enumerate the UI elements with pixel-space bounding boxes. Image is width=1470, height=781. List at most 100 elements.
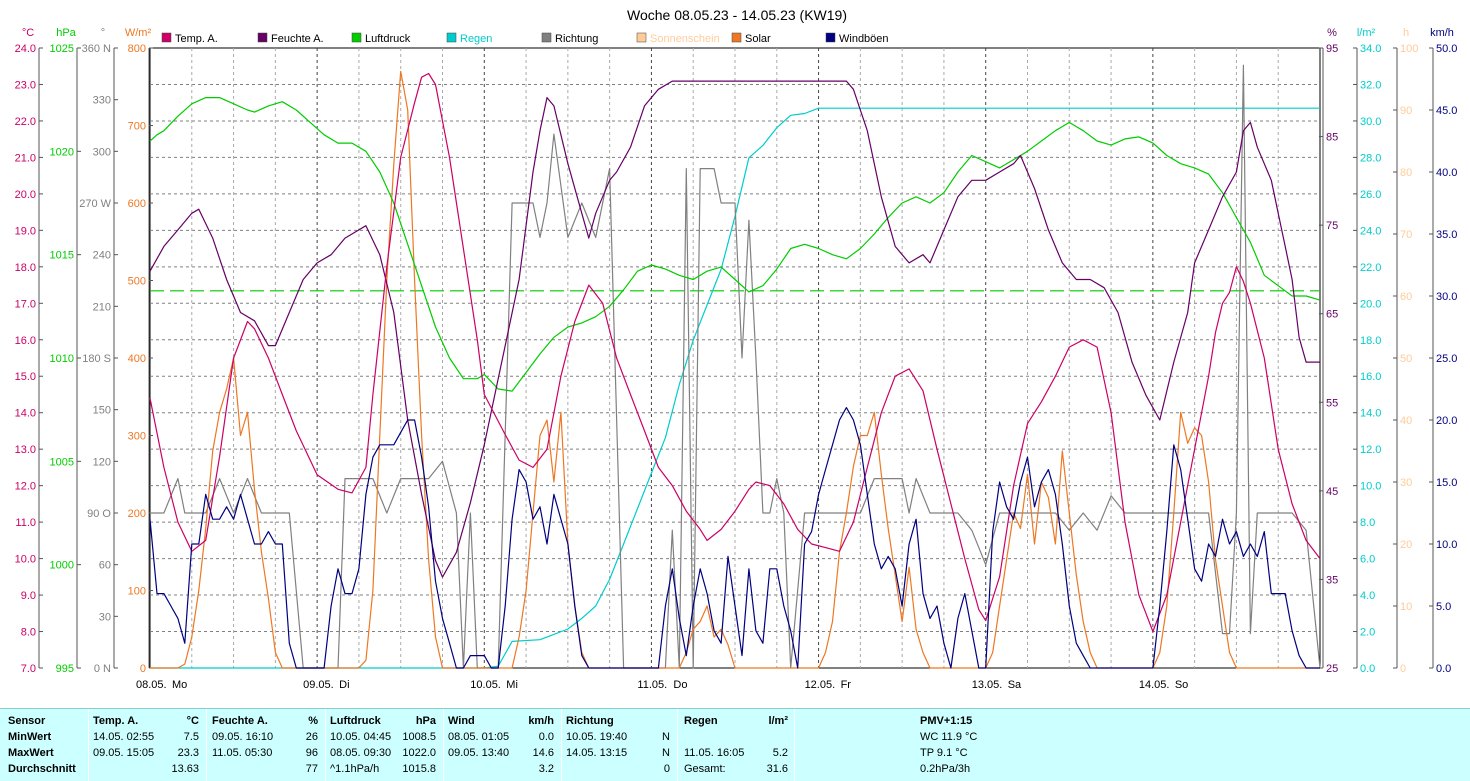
solar-tick-label: 700 <box>128 121 146 133</box>
temp-tick-label: 24.0 <box>15 43 36 55</box>
direction-unit-label: ° <box>101 27 105 39</box>
direction-tick-label: 30 <box>99 611 111 623</box>
hum-avg-value: 77 <box>305 763 318 775</box>
legend-item: Temp. A. <box>161 32 218 45</box>
humidity-tick-label: 65 <box>1326 309 1338 321</box>
wind-avg-value: 3.2 <box>538 763 554 775</box>
x-tick-day: Mo <box>172 679 187 691</box>
x-tick-date: 08.05. <box>136 679 167 691</box>
legend-label: Windböen <box>839 33 889 45</box>
legend-swatch <box>731 32 742 43</box>
x-tick-date: 11.05. <box>637 679 667 691</box>
solar-tick-label: 0 <box>140 663 146 675</box>
direction-tick-label: 210 <box>93 301 111 313</box>
sunshine-tick-label: 30 <box>1400 477 1412 489</box>
legend-label: Luftdruck <box>365 33 411 45</box>
wind-tick-label: 45.0 <box>1436 105 1457 117</box>
legend-label: Sonnenschein <box>650 33 720 45</box>
temp-max-time: 09.05. 15:05 <box>93 747 155 759</box>
grid <box>149 47 1321 669</box>
solar-tick-label: 600 <box>128 198 146 210</box>
col-sensor: Sensor MinWert MaxWert Durchschnitt <box>8 709 88 781</box>
rain-tick-label: 4.0 <box>1360 590 1375 602</box>
x-tick: 12.05. Fr <box>805 679 852 691</box>
wind-tick-label: 5.0 <box>1436 601 1451 613</box>
rain-series-line <box>150 107 1320 669</box>
wind-tick-label: 20.0 <box>1436 415 1457 427</box>
press-max-value: 1022.0 <box>402 747 436 759</box>
wind-tick-label: 15.0 <box>1436 477 1457 489</box>
humidity-tick-label: 25 <box>1326 663 1338 675</box>
header-hum: Feuchte A. <box>212 715 268 727</box>
temp-max-value: 23.3 <box>177 747 199 759</box>
humidity-tick-label: 55 <box>1326 397 1338 409</box>
header-wind-unit: km/h <box>528 715 554 727</box>
x-tick: 09.05. Di <box>303 679 349 691</box>
pressure-tick-label: 1000 <box>50 560 74 572</box>
hum-min-value: 26 <box>305 731 318 743</box>
solar-tick-label: 300 <box>128 431 146 443</box>
col-rain: Regen l/m² 11.05. 16:05 5.2 Gesamt: 31.6 <box>684 709 790 781</box>
direction-tick-label: 60 <box>99 560 111 572</box>
rain-tick-label: 8.0 <box>1360 517 1375 529</box>
direction-tick-label: 90 O <box>87 508 111 520</box>
humidity-tick-label: 45 <box>1326 486 1338 498</box>
x-tick-day: So <box>1175 679 1188 691</box>
col-wind: Wind km/h 08.05. 01:05 0.0 09.05. 13:40 14.… <box>448 709 558 781</box>
wind-min-value: 0.0 <box>538 731 554 743</box>
direction-tick-label: 240 <box>93 250 111 262</box>
rain-tick-label: 6.0 <box>1360 554 1375 566</box>
header-pmv: PMV+1:15 <box>920 715 973 727</box>
direction-tick-label: 120 <box>93 456 111 468</box>
legend-swatch <box>541 32 552 43</box>
solar-tick-label: 500 <box>128 276 146 288</box>
sunshine-tick-label: 50 <box>1400 353 1412 365</box>
legend-item: Feuchte A. <box>257 32 324 45</box>
header-hum-unit: % <box>308 715 318 727</box>
row-label-min: MinWert <box>8 731 52 743</box>
wind-tick-label: 30.0 <box>1436 291 1457 303</box>
temp-tick-label: 22.0 <box>15 116 36 128</box>
pressure-series-line <box>149 96 1321 392</box>
legend-label: Temp. A. <box>175 33 218 45</box>
x-tick: 13.05. Sa <box>972 679 1022 691</box>
legend-swatch <box>351 32 362 43</box>
pressure-tick-label: 995 <box>56 663 74 675</box>
summary-panel: Sensor MinWert MaxWert Durchschnitt Temp… <box>0 708 1470 781</box>
series-group <box>149 64 1321 669</box>
direction-tick-label: 0 N <box>94 663 111 675</box>
legend-swatch <box>257 32 268 43</box>
pressure-tick-label: 1025 <box>50 43 74 55</box>
hum-max-value: 96 <box>305 747 318 759</box>
direction-tick-label: 180 S <box>82 353 111 365</box>
header-press-unit: hPa <box>415 715 436 727</box>
rain-max-time: 11.05. 16:05 <box>684 747 745 759</box>
rain-tick-label: 28.0 <box>1360 152 1381 164</box>
legend-label: Richtung <box>555 33 598 45</box>
legend-item: Sonnenschein <box>636 32 720 45</box>
pressure-unit-label: hPa <box>56 27 76 39</box>
temp-tick-label: 13.0 <box>15 444 36 456</box>
temp-tick-label: 9.0 <box>21 590 36 602</box>
sunshine-tick-label: 80 <box>1400 167 1412 179</box>
col-pressure: Luftdruck hPa 10.05. 04:45 1008.5 08.05. 0… <box>330 709 440 781</box>
dir-max-time: 14.05. 13:15 <box>566 747 628 759</box>
solar-tick-label: 800 <box>128 43 146 55</box>
rain-tick-label: 26.0 <box>1360 189 1381 201</box>
legend-item: Richtung <box>541 32 598 45</box>
wind-max-value: 14.6 <box>532 747 554 759</box>
rain-tick-label: 0.0 <box>1360 663 1375 675</box>
temp-tick-label: 10.0 <box>15 554 36 566</box>
direction-tick-label: 360 N <box>82 43 111 55</box>
sunshine-tick-label: 60 <box>1400 291 1412 303</box>
pmv-tp: TP 9.1 °C <box>920 747 968 759</box>
temp-tick-label: 18.0 <box>15 262 36 274</box>
header-press: Luftdruck <box>330 715 381 727</box>
pmv-trend: 0.2hPa/3h <box>920 763 971 775</box>
pressure-tick-label: 1020 <box>50 146 74 158</box>
x-tick-date: 14.05. <box>1139 679 1170 691</box>
rain-tick-label: 34.0 <box>1360 43 1381 55</box>
temp-tick-label: 16.0 <box>15 335 36 347</box>
sunshine-tick-label: 100 <box>1400 43 1418 55</box>
wind-tick-label: 10.0 <box>1436 539 1457 551</box>
